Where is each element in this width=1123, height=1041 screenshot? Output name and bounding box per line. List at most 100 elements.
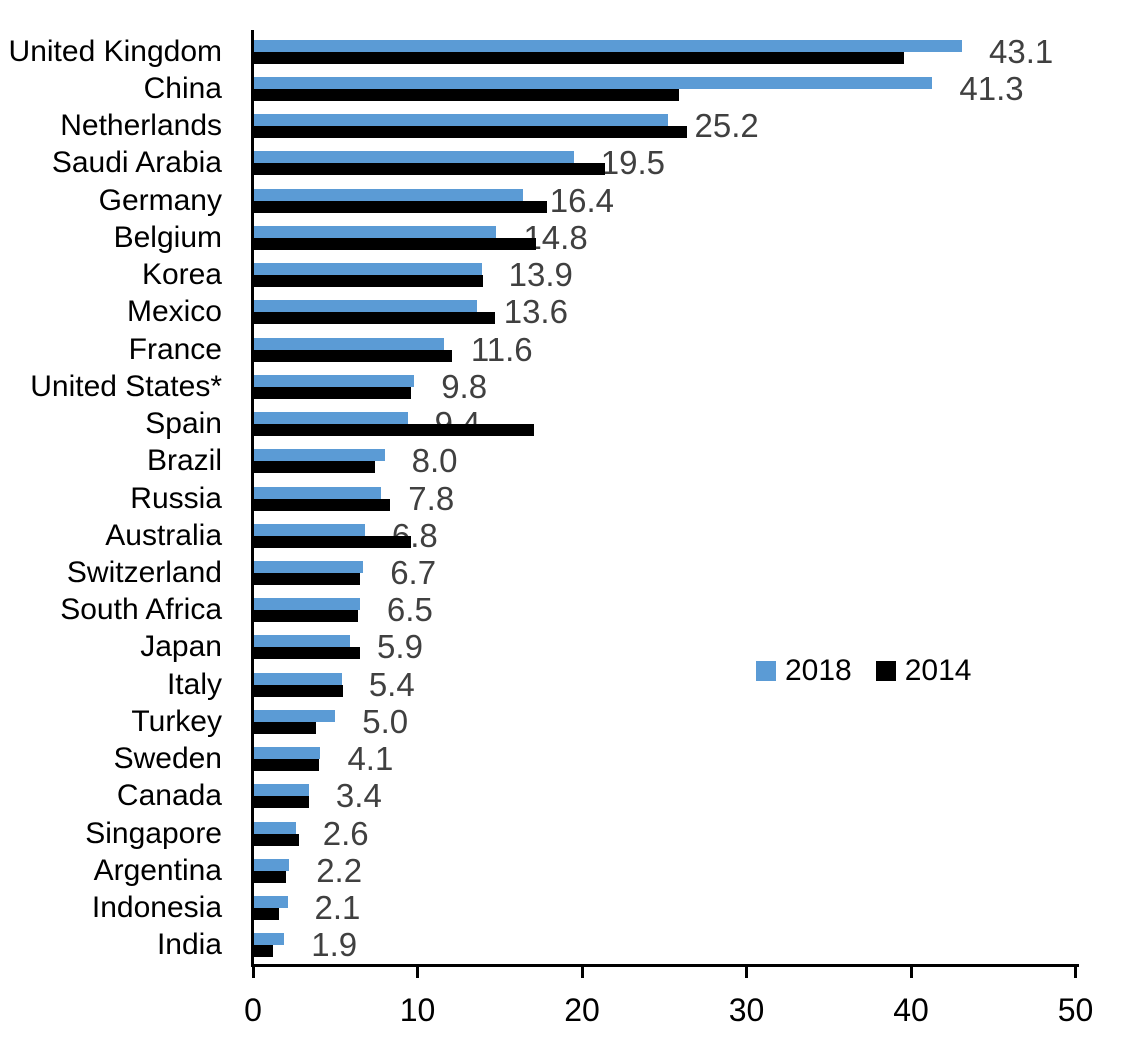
category-label: India bbox=[156, 928, 222, 962]
bar-2018 bbox=[253, 188, 523, 201]
category-label: Brazil bbox=[146, 444, 222, 478]
legend-label-2014: 2014 bbox=[904, 654, 972, 687]
category-label: Switzerland bbox=[66, 555, 222, 589]
legend-swatch-2018-icon bbox=[756, 661, 776, 681]
bar-2014 bbox=[253, 572, 360, 585]
bar-2018 bbox=[253, 858, 290, 871]
x-tick-mark bbox=[416, 964, 419, 978]
x-tick-mark bbox=[251, 964, 255, 978]
bar-2018 bbox=[253, 598, 360, 611]
value-label: 2.2 bbox=[316, 851, 363, 889]
bar-2018 bbox=[253, 263, 482, 276]
x-tick-mark bbox=[580, 964, 584, 978]
x-tick-label: 0 bbox=[244, 992, 262, 1028]
category-label: Argentina bbox=[93, 853, 222, 887]
bar-2014 bbox=[253, 759, 319, 772]
value-label: 9.8 bbox=[441, 367, 488, 405]
legend-item-2014: 2014 bbox=[875, 654, 972, 687]
value-label: 8.0 bbox=[411, 442, 458, 480]
legend: 2018 2014 bbox=[756, 656, 972, 686]
bar-2014 bbox=[253, 908, 280, 921]
bar-2014 bbox=[253, 684, 344, 697]
bar-2018 bbox=[253, 39, 962, 52]
bar-2018 bbox=[253, 449, 385, 462]
bar-2014 bbox=[253, 237, 536, 250]
category-label: Mexico bbox=[126, 295, 222, 329]
category-label: Australia bbox=[105, 518, 222, 552]
bar-2018 bbox=[253, 76, 933, 89]
bar-2014 bbox=[253, 200, 548, 213]
value-label: 7.8 bbox=[408, 479, 455, 517]
bar-2014 bbox=[253, 88, 680, 101]
value-label: 25.2 bbox=[694, 107, 759, 145]
bar-2018 bbox=[253, 709, 336, 722]
bar-2018 bbox=[253, 151, 574, 164]
value-label: 2.1 bbox=[314, 889, 361, 927]
x-tick-label: 10 bbox=[399, 992, 436, 1028]
bar-2018 bbox=[253, 672, 342, 685]
category-label: Sweden bbox=[113, 742, 222, 776]
category-label: Saudi Arabia bbox=[51, 146, 222, 180]
bar-2014 bbox=[253, 833, 300, 846]
value-label: 3.4 bbox=[335, 777, 382, 815]
bar-2014 bbox=[253, 163, 606, 176]
bar-2018 bbox=[253, 225, 497, 238]
category-label: South Africa bbox=[60, 593, 222, 627]
bar-2014 bbox=[253, 275, 484, 288]
category-label: United States* bbox=[30, 369, 222, 403]
category-label: United Kingdom bbox=[8, 34, 222, 68]
bar-2018 bbox=[253, 896, 288, 909]
value-label: 5.0 bbox=[362, 702, 409, 740]
bar-2018 bbox=[253, 337, 444, 350]
category-label: Belgium bbox=[113, 220, 222, 254]
bar-2018 bbox=[253, 635, 351, 648]
category-label: France bbox=[128, 332, 222, 366]
category-label: China bbox=[143, 71, 222, 105]
category-label: Korea bbox=[141, 258, 222, 292]
value-label: 43.1 bbox=[988, 32, 1054, 70]
value-label: 4.1 bbox=[347, 740, 394, 778]
bar-2014 bbox=[253, 349, 453, 362]
bar-2018 bbox=[253, 747, 321, 760]
category-label: Italy bbox=[166, 667, 222, 701]
value-label: 19.5 bbox=[600, 144, 665, 182]
value-label: 6.7 bbox=[390, 553, 437, 591]
bar-2014 bbox=[253, 610, 359, 623]
value-label: 13.6 bbox=[503, 293, 568, 331]
bar-2014 bbox=[253, 870, 286, 883]
bar-2018 bbox=[253, 486, 382, 499]
legend-item-2018: 2018 bbox=[756, 656, 852, 686]
x-tick-mark bbox=[909, 964, 913, 978]
legend-label-2018: 2018 bbox=[785, 654, 852, 687]
value-label: 2.6 bbox=[322, 814, 369, 852]
bar-2018 bbox=[253, 374, 415, 387]
bar-2014 bbox=[253, 126, 688, 139]
x-axis-line bbox=[251, 964, 1079, 967]
bar-2014 bbox=[253, 721, 316, 734]
value-label: 11.6 bbox=[470, 330, 533, 368]
bar-2018 bbox=[253, 560, 364, 573]
x-tick-label: 50 bbox=[1057, 992, 1094, 1028]
value-label: 1.9 bbox=[311, 926, 358, 964]
category-label: Germany bbox=[98, 183, 222, 217]
bar-2018 bbox=[253, 523, 365, 536]
bar-2018 bbox=[253, 933, 285, 946]
x-tick-label: 40 bbox=[893, 992, 929, 1028]
bar-2014 bbox=[253, 424, 535, 437]
category-label: Japan bbox=[140, 630, 222, 664]
x-tick-label: 20 bbox=[564, 992, 600, 1028]
value-label: 16.4 bbox=[549, 181, 614, 219]
bar-2014 bbox=[253, 796, 309, 809]
category-label: Turkey bbox=[131, 704, 222, 738]
bar-2018 bbox=[253, 821, 296, 834]
value-label: 5.4 bbox=[368, 665, 415, 703]
category-label: Spain bbox=[145, 407, 222, 441]
bar-2018 bbox=[253, 300, 477, 313]
value-label: 13.9 bbox=[508, 256, 573, 294]
bar-2014 bbox=[253, 498, 390, 511]
value-label: 41.3 bbox=[959, 69, 1024, 107]
bar-2014 bbox=[253, 945, 273, 958]
x-tick-mark bbox=[745, 964, 748, 978]
category-label: Singapore bbox=[85, 816, 222, 850]
